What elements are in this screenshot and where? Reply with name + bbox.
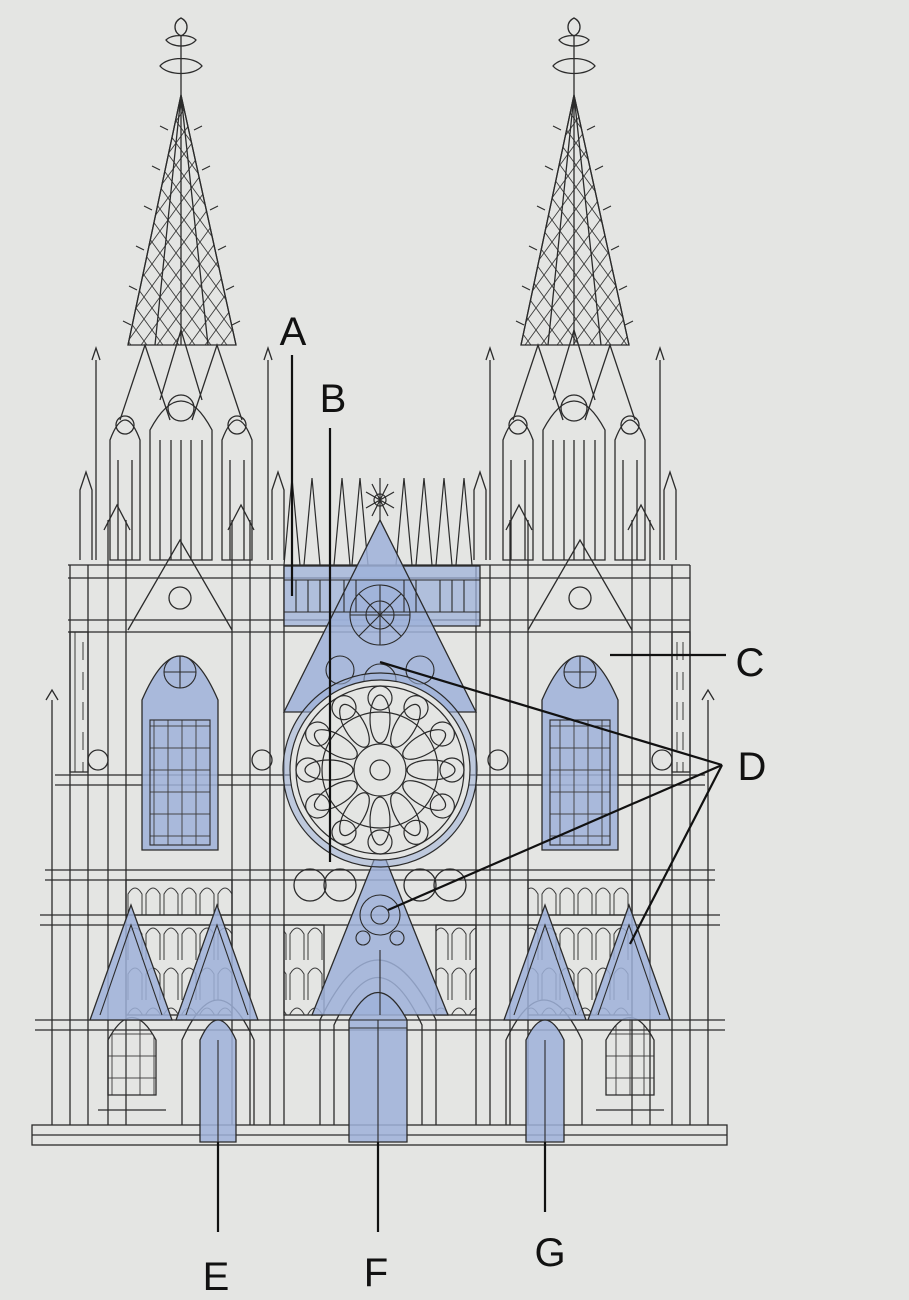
leader-lines: [216, 355, 726, 1232]
right-spire: [515, 17, 634, 346]
label-g: G: [534, 1231, 565, 1275]
label-b: B: [320, 377, 347, 421]
left-spire: [122, 17, 241, 346]
gable-far-left: [89, 903, 173, 1021]
right-tower: [473, 17, 677, 561]
leader-d1: [379, 660, 723, 767]
label-a: A: [280, 310, 307, 354]
right-belfry: [485, 327, 665, 561]
label-e: E: [203, 1255, 230, 1299]
labels: A B C D E F G: [203, 310, 767, 1299]
tracery-details: [99, 579, 661, 1142]
left-tower: [79, 17, 285, 561]
left-belfry: [91, 327, 273, 561]
label-f: F: [364, 1251, 388, 1295]
leader-d2: [387, 763, 723, 912]
gable-far-right: [587, 903, 671, 1021]
label-c: C: [736, 641, 765, 685]
label-d: D: [738, 745, 767, 789]
leader-d3: [629, 764, 723, 945]
rose-window: [282, 672, 478, 868]
